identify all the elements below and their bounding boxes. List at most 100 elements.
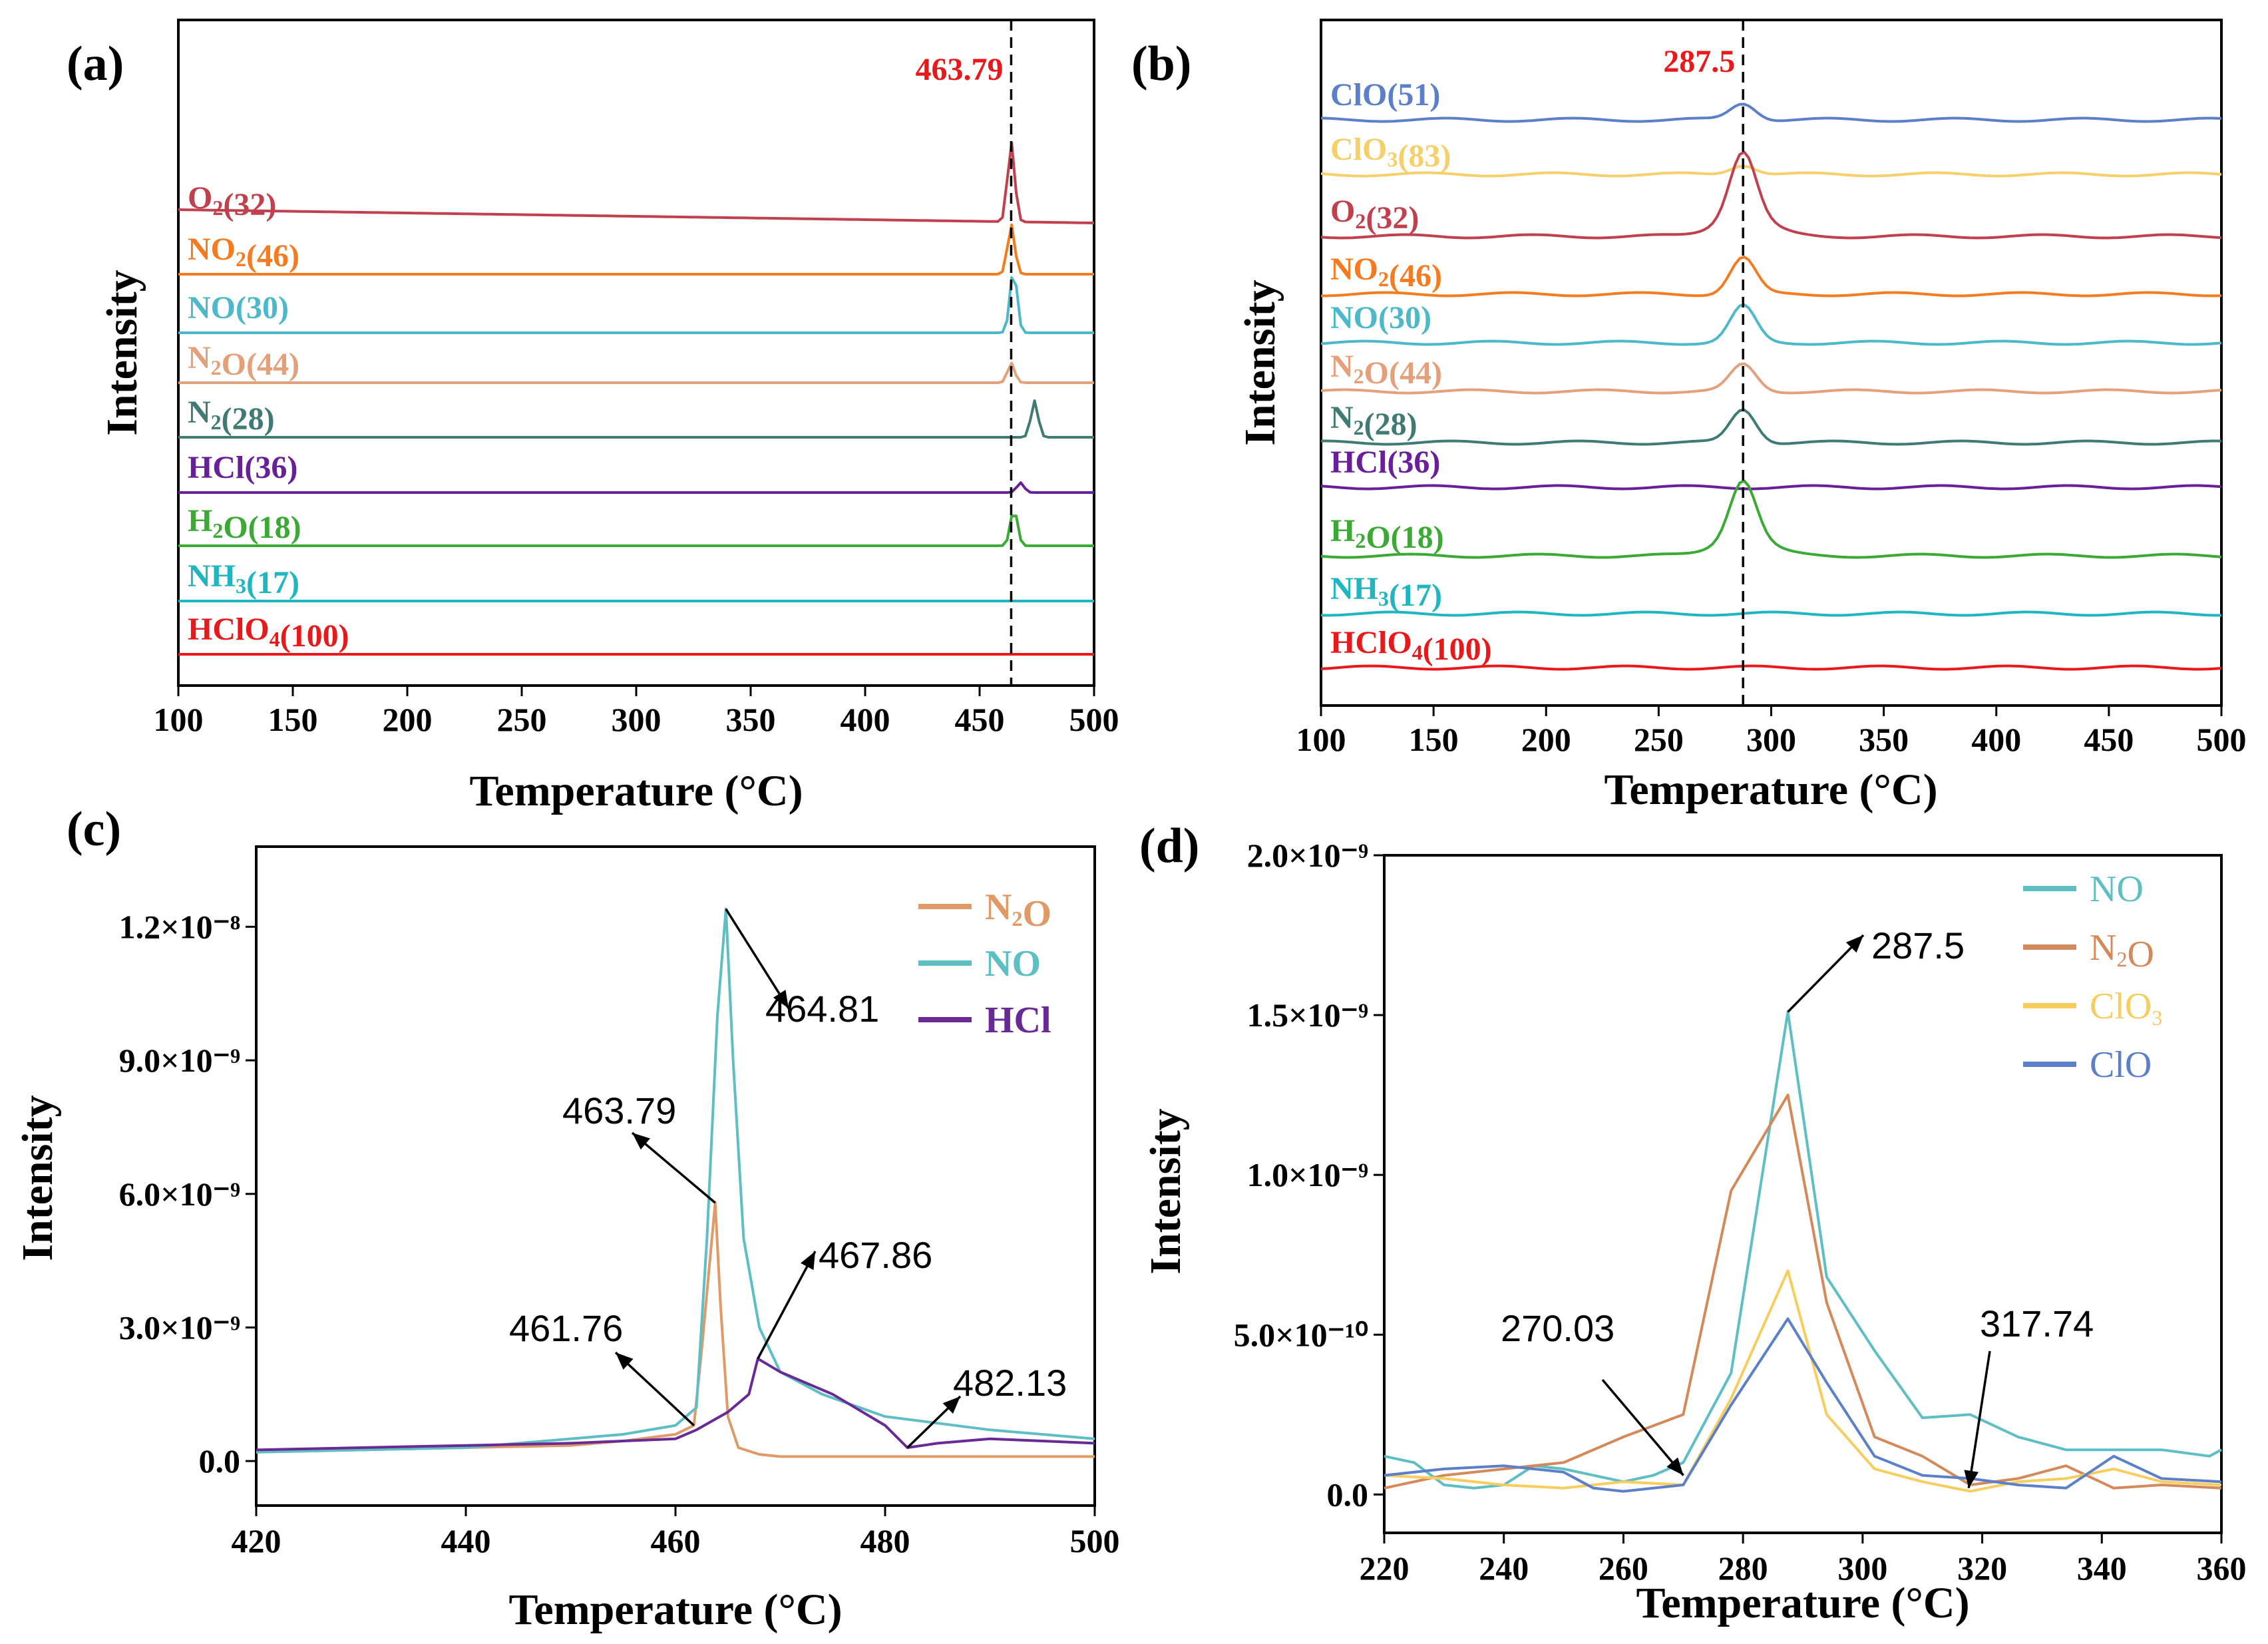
x-tick-label: 220 (1360, 1549, 1410, 1587)
x-tick-label: 150 (268, 701, 318, 738)
arrow-467-86 (757, 1251, 817, 1360)
series-n2o (1384, 1094, 2222, 1490)
x-tick-label: 480 (860, 1522, 910, 1559)
x-tick-label: 460 (651, 1522, 701, 1559)
series-clo (1384, 1317, 2222, 1493)
annotation-464-81: 464.81 (765, 988, 879, 1030)
panel-a-frame (177, 19, 1095, 687)
trace-o2-32 (1320, 150, 2222, 240)
trace-o2-32 (178, 141, 1095, 224)
series-hcl (256, 1357, 1095, 1452)
trace-hclo4-100 (1320, 664, 2222, 671)
trace-h2o-18 (1320, 479, 2222, 559)
annotation-461-76: 461.76 (509, 1307, 623, 1349)
trace-label-h2o-18: H2O(18) (188, 503, 301, 545)
x-tick-label: 300 (1746, 721, 1796, 758)
trace-no-30 (1320, 303, 2222, 346)
panel-d-xlabel: Temperature (°C) (1636, 1579, 1969, 1627)
annotation-463-79: 463.79 (562, 1090, 676, 1131)
series-clo3 (1384, 1269, 2222, 1493)
x-tick-label: 280 (1718, 1549, 1768, 1587)
arrow-464-81 (725, 908, 790, 1009)
annotation-482-13: 482.13 (953, 1362, 1067, 1404)
legend-label-no: NO (2090, 869, 2144, 910)
x-tick-label: 440 (441, 1522, 491, 1559)
x-tick-label: 400 (841, 701, 890, 738)
series-no (256, 907, 1095, 1454)
panel-d: (d) 220 240 260 280 300 320 340 360 0.0 5.0×10⁻¹⁰… (1139, 819, 2247, 1627)
x-tick-label: 450 (2084, 721, 2134, 758)
trace-label-hcl-36: HCl(36) (1330, 445, 1440, 480)
x-tick-label: 300 (1837, 1549, 1887, 1587)
trace-n2o-44 (178, 361, 1094, 384)
trace-no2-46 (178, 223, 1094, 276)
y-tick-label: 0.0 (1327, 1476, 1369, 1513)
legend-label-no: NO (985, 943, 1041, 984)
y-tick-label: 1.0×10⁻⁹ (1247, 1156, 1368, 1193)
trace-label-no2-46: NO2(46) (188, 232, 299, 274)
y-tick-label: 9.0×10⁻⁹ (119, 1042, 240, 1079)
trace-label-o2-32: O2(32) (188, 180, 276, 222)
trace-hcl-36 (178, 481, 1094, 494)
x-tick-label: 400 (1971, 721, 2021, 758)
trace-clo-51 (1320, 103, 2222, 123)
panel-b-marker-label: 287.5 (1663, 44, 1735, 79)
trace-label-n2-28: N2(28) (1330, 400, 1418, 442)
y-tick-label: 6.0×10⁻⁹ (119, 1175, 240, 1213)
annotation-317-74: 317.74 (1980, 1303, 2094, 1344)
trace-n2-28 (1321, 408, 2222, 446)
panel-b-label: (b) (1131, 37, 1191, 91)
arrow-463-79 (631, 1131, 716, 1204)
trace-label-nh3-17: NH3(17) (1330, 571, 1442, 613)
y-tick-label: 0.0 (199, 1442, 241, 1480)
trace-no-30 (178, 276, 1094, 334)
arrow-461-76 (614, 1351, 695, 1426)
x-tick-label: 300 (612, 701, 662, 738)
panel-b-ylabel: Intensity (1236, 280, 1284, 445)
trace-clo3-83 (1320, 164, 2222, 178)
x-tick-label: 320 (1957, 1549, 2007, 1587)
arrow-287-5 (1787, 934, 1865, 1013)
trace-n2-28 (178, 399, 1094, 439)
legend-label-n2o: N2O (985, 887, 1051, 934)
panel-c-xlabel: Temperature (°C) (508, 1585, 842, 1634)
trace-hcl-36 (1320, 484, 2222, 491)
x-tick-label: 360 (2197, 1549, 2247, 1587)
panel-a-ylabel: Intensity (98, 270, 146, 435)
trace-label-no2-46: NO2(46) (1330, 252, 1442, 294)
x-tick-label: 350 (1859, 721, 1909, 758)
x-tick-label: 200 (383, 701, 433, 738)
panel-a-xlabel: Temperature (°C) (469, 767, 803, 815)
trace-label-nh3-17: NH3(17) (188, 558, 299, 600)
x-tick-label: 500 (1070, 1522, 1120, 1559)
x-tick-label: 240 (1479, 1549, 1529, 1587)
x-tick-label: 500 (1069, 701, 1119, 738)
x-tick-label: 150 (1409, 721, 1459, 758)
x-tick-label: 100 (1296, 721, 1346, 758)
x-tick-label: 250 (497, 701, 547, 738)
trace-nh3-17 (1320, 610, 2221, 617)
legend-label-clo: ClO (2090, 1044, 2152, 1086)
panel-a-marker-label: 463.79 (915, 52, 1003, 87)
panel-b-frame (1320, 19, 2223, 707)
trace-label-hcl-36: HCl(36) (188, 450, 297, 485)
legend-label-hcl: HCl (985, 1000, 1051, 1041)
trace-label-h2o-18: H2O(18) (1330, 513, 1444, 555)
trace-label-n2o-44: N2O(44) (188, 340, 299, 382)
x-tick-label: 340 (2077, 1549, 2127, 1587)
arrow-482-13 (906, 1395, 962, 1449)
y-tick-label: 2.0×10⁻⁹ (1247, 837, 1368, 874)
arrow-317-74 (1964, 1350, 1991, 1489)
series-no (1384, 1010, 2222, 1490)
annotation-467-86: 467.86 (819, 1234, 932, 1276)
trace-label-hclo4-100: HClO4(100) (188, 612, 349, 654)
trace-label-no-30: NO(30) (1330, 300, 1431, 335)
x-tick-label: 500 (2197, 721, 2247, 758)
trace-label-hclo4-100: HClO4(100) (1330, 625, 1492, 667)
trace-n2o-44 (1320, 362, 2222, 395)
legend-label-n2o: N2O (2090, 927, 2154, 975)
panel-a: (a) 100 150 200 250 300 350 400 450 500 O2(32) NO… (67, 19, 1119, 815)
trace-label-n2-28: N2(28) (188, 395, 275, 437)
x-tick-label: 350 (726, 701, 776, 738)
